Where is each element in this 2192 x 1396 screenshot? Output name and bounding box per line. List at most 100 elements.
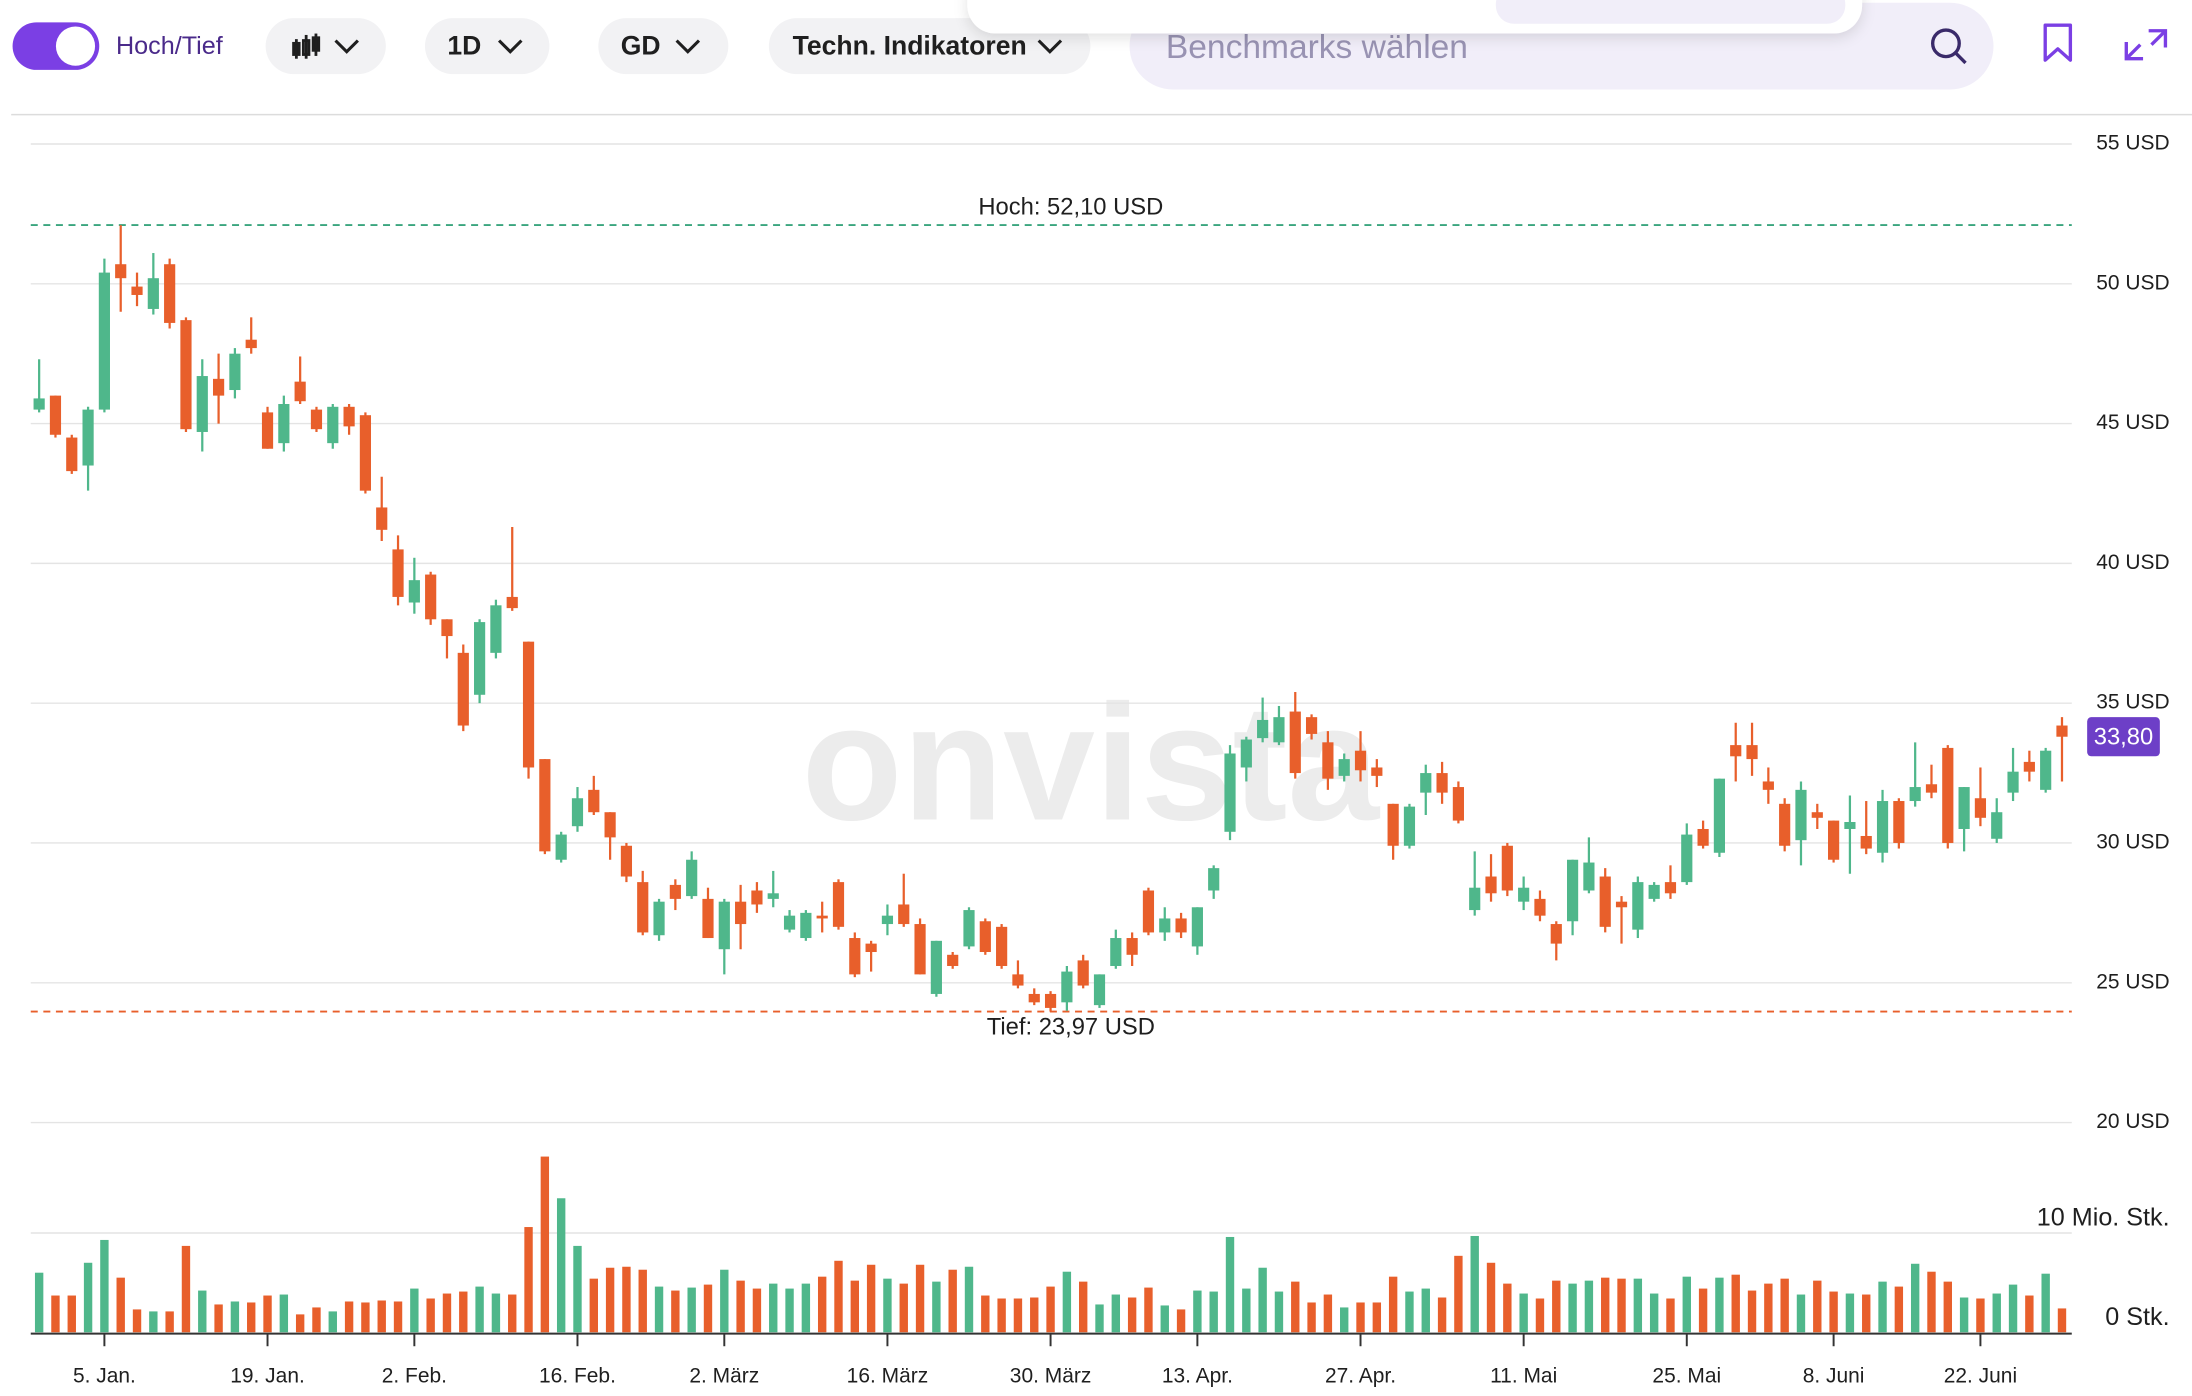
candle-body bbox=[816, 915, 828, 919]
candle-body bbox=[1893, 801, 1905, 843]
x-tick-label: 30. März bbox=[1010, 1365, 1092, 1388]
candle-body bbox=[196, 376, 208, 432]
candle-body bbox=[376, 507, 388, 530]
button-bg[interactable] bbox=[424, 18, 550, 75]
volume-bar bbox=[328, 1311, 337, 1333]
candle-body bbox=[1028, 993, 1040, 1003]
candle-body bbox=[1583, 862, 1595, 891]
volume-bar bbox=[1698, 1288, 1708, 1333]
last-price-label: 33,80 bbox=[2094, 723, 2153, 750]
volume-bar bbox=[687, 1287, 696, 1333]
interval-button[interactable]: 1D bbox=[424, 18, 550, 75]
search-icon[interactable] bbox=[1930, 28, 1967, 65]
candle-body bbox=[930, 940, 942, 994]
volume-bar bbox=[1552, 1280, 1561, 1333]
volume-bar bbox=[1878, 1281, 1887, 1333]
candle-body bbox=[441, 619, 453, 637]
volume-bar bbox=[1144, 1287, 1153, 1333]
volume-bar bbox=[1666, 1298, 1675, 1333]
candle-body bbox=[1991, 812, 2003, 839]
average-label[interactable]: GD bbox=[621, 31, 661, 61]
volume-bar bbox=[1927, 1271, 1936, 1333]
candle-body bbox=[620, 845, 633, 877]
volume-bar bbox=[654, 1286, 664, 1333]
volume-bar bbox=[622, 1266, 631, 1333]
volume-bar bbox=[1780, 1278, 1789, 1333]
candle-body bbox=[278, 404, 290, 444]
y-tick-label: 55 USD bbox=[2096, 132, 2169, 155]
volume-bar bbox=[1796, 1294, 1806, 1333]
volume-bar bbox=[981, 1295, 990, 1333]
candle-body bbox=[1371, 767, 1383, 776]
volume-bar bbox=[247, 1302, 256, 1333]
candle-body bbox=[1795, 789, 1807, 841]
toggle-knob[interactable] bbox=[55, 26, 96, 66]
candle-body bbox=[1828, 820, 1840, 860]
volume-bar bbox=[1437, 1297, 1447, 1333]
candle-body bbox=[1876, 801, 1889, 853]
volume-bar bbox=[1242, 1288, 1251, 1333]
candle-body bbox=[1305, 717, 1318, 734]
chevron bbox=[675, 39, 701, 54]
volume-bar bbox=[1372, 1302, 1382, 1333]
candle-body bbox=[1713, 778, 1726, 853]
volume-bar bbox=[230, 1301, 240, 1333]
candle-body bbox=[963, 910, 975, 947]
volume-tick-label: 10 Mio. Stk. bbox=[2037, 1204, 2170, 1232]
candle-body bbox=[212, 378, 225, 396]
candle-body bbox=[1093, 974, 1106, 1006]
volume-bar bbox=[312, 1307, 321, 1333]
volume-bar bbox=[116, 1277, 125, 1333]
button-bg[interactable] bbox=[598, 18, 729, 75]
toggle-label[interactable]: Hoch/Tief bbox=[116, 32, 224, 60]
candle-body bbox=[131, 286, 143, 295]
candle-body bbox=[1273, 717, 1285, 743]
candle-body bbox=[2056, 725, 2068, 737]
bookmark-icon[interactable] bbox=[2043, 23, 2073, 62]
volume-bar bbox=[263, 1295, 272, 1333]
volume-bar bbox=[997, 1298, 1006, 1333]
toggle[interactable] bbox=[12, 22, 100, 70]
average-button[interactable]: GD bbox=[598, 18, 729, 75]
volume-bar bbox=[573, 1245, 582, 1333]
candle-body bbox=[947, 954, 959, 966]
volume-bar bbox=[932, 1281, 941, 1333]
volume-bar bbox=[1584, 1280, 1594, 1333]
candle-body bbox=[718, 901, 730, 950]
candle-body bbox=[1289, 711, 1301, 774]
candle-body bbox=[310, 409, 323, 430]
candle-body bbox=[1044, 993, 1057, 1008]
candle-body bbox=[898, 904, 910, 925]
volume-bar bbox=[1976, 1298, 1985, 1333]
candle-body bbox=[604, 812, 616, 838]
x-tick-label: 8. Juni bbox=[1803, 1365, 1865, 1388]
volume-bar bbox=[1862, 1294, 1871, 1333]
interval-label[interactable]: 1D bbox=[447, 31, 481, 61]
candle-body bbox=[98, 272, 110, 410]
candle-body bbox=[229, 353, 241, 391]
candle-body bbox=[1550, 924, 1562, 944]
candle-body bbox=[1322, 742, 1334, 779]
volume-bar bbox=[442, 1293, 452, 1333]
candle-body bbox=[1175, 918, 1187, 933]
indicators-label[interactable]: Techn. Indikatoren bbox=[793, 31, 1027, 61]
button-bg[interactable] bbox=[265, 18, 386, 75]
volume-bar bbox=[1764, 1283, 1773, 1333]
candle-body bbox=[2023, 761, 2035, 772]
volume-bar bbox=[671, 1290, 680, 1333]
candle-body bbox=[522, 641, 535, 768]
volume-bar bbox=[2057, 1308, 2067, 1333]
candle-body bbox=[2040, 750, 2052, 790]
candle-body bbox=[1942, 747, 1954, 843]
chart-type-button[interactable] bbox=[265, 18, 386, 75]
volume-bar bbox=[165, 1311, 174, 1333]
search-placeholder[interactable]: Benchmarks wählen bbox=[1166, 29, 1468, 66]
candle-body bbox=[1730, 745, 1742, 757]
volume-bar bbox=[361, 1302, 370, 1333]
candle-body bbox=[979, 921, 991, 953]
volume-bar bbox=[540, 1156, 550, 1333]
expand-icon[interactable] bbox=[2124, 29, 2168, 61]
candle-body bbox=[1697, 828, 1709, 846]
volume-bar bbox=[1486, 1262, 1496, 1333]
volume-bar bbox=[1568, 1283, 1577, 1333]
